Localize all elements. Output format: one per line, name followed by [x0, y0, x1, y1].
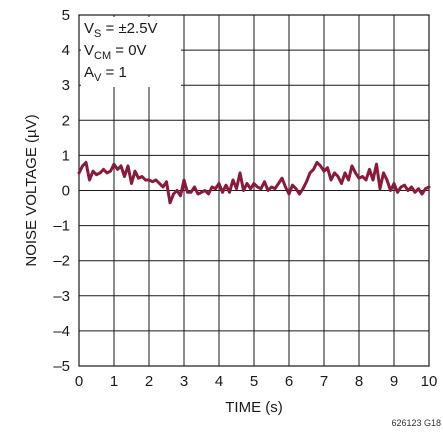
y-tick-label: 4 [62, 42, 70, 59]
y-axis-label: NOISE VOLTAGE (µV) [23, 114, 40, 266]
x-tick-label: 7 [320, 373, 328, 390]
y-tick-label: 0 [62, 183, 70, 200]
y-tick-label: –2 [53, 253, 70, 270]
x-tick-label: 8 [355, 373, 363, 390]
x-tick-label: 3 [180, 373, 188, 390]
plot-frame [78, 14, 430, 367]
conditions-box [81, 17, 181, 87]
figure-reference: 626123 G18 [391, 418, 441, 428]
y-tick-label: 5 [62, 7, 70, 24]
y-tick-label: –5 [53, 358, 70, 375]
y-tick-labels: 5 4 3 2 1 0 –1 –2 –3 –4 –5 [53, 7, 70, 375]
condition-av: AV = 1 [84, 64, 127, 84]
y-tick-label: 1 [62, 147, 70, 164]
condition-vs: VS = ±2.5V [84, 20, 158, 40]
x-tick-label: 2 [145, 373, 153, 390]
x-tick-label: 9 [390, 373, 398, 390]
y-tick-label: –3 [53, 288, 70, 305]
y-tick-label: –1 [53, 218, 70, 235]
y-tick-label: –4 [53, 323, 70, 340]
x-tick-label: 0 [75, 373, 83, 390]
x-tick-label: 10 [421, 373, 438, 390]
noise-series-line [77, 160, 431, 205]
x-tick-label: 5 [250, 373, 258, 390]
y-tick-label: 2 [62, 112, 70, 129]
condition-vcm: VCM = 0V [84, 42, 147, 62]
x-axis-label: TIME (s) [225, 399, 283, 416]
y-tick-label: 3 [62, 77, 70, 94]
x-tick-label: 6 [285, 373, 293, 390]
x-tick-label: 1 [110, 373, 118, 390]
x-tick-labels: 0 1 2 3 4 5 6 7 8 9 10 [75, 373, 438, 390]
x-tick-label: 4 [215, 373, 223, 390]
